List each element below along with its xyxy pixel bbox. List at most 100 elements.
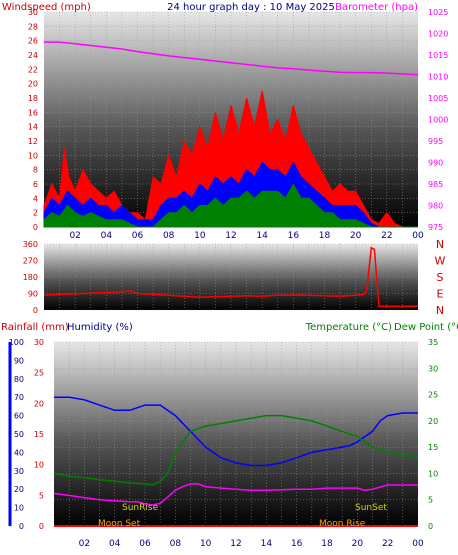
wind-tick-8: 8: [33, 166, 38, 175]
temperature-time-ticks: 02 04 06 08 10 12 14 16 18 20 22 00: [79, 539, 424, 549]
wind-tick-14: 14: [28, 123, 38, 132]
wind-tick-20: 20: [28, 80, 38, 89]
rain-tick-40: 40: [14, 448, 24, 457]
wind-tick-26: 26: [28, 37, 38, 46]
rain-tick-100: 100: [9, 338, 24, 347]
humidity-tick-20: 20: [34, 399, 44, 408]
temperature-tick-35: 35: [428, 338, 438, 347]
humidity-tick-25: 25: [34, 369, 44, 378]
series-temperature: [53, 483, 418, 506]
rain-tick-0: 0: [19, 522, 24, 531]
series-wind_avg: [43, 161, 418, 228]
direction-tick-360: 360: [23, 240, 38, 249]
direction-panel-series: [43, 246, 418, 308]
wind-tick-28: 28: [28, 22, 38, 31]
wind-tick-24: 24: [28, 51, 38, 60]
x-tick-label-12: 12: [230, 539, 241, 549]
barometer-tick-1020: 1020: [428, 30, 448, 39]
rain-tick-80: 80: [14, 375, 24, 384]
x-tick-label-14: 14: [256, 231, 268, 241]
humidity-ticks: 30 25 20 15 10 5 0: [34, 338, 44, 531]
direction-panel-grid: [44, 243, 418, 311]
temperature-tick-15: 15: [428, 443, 438, 452]
barometer-tick-1000: 1000: [428, 116, 448, 125]
x-tick-label-16: 16: [291, 539, 303, 549]
moonset-label: Moon Set: [98, 519, 141, 529]
x-tick-label-10: 10: [200, 539, 212, 549]
barometer-tick-1015: 1015: [428, 51, 448, 60]
wind-tick-12: 12: [28, 137, 38, 146]
x-tick-label-18: 18: [321, 539, 333, 549]
temperature-tick-20: 20: [428, 417, 438, 426]
rain-tick-30: 30: [14, 467, 24, 476]
direction-tick-90: 90: [28, 290, 38, 299]
barometer-tick-1010: 1010: [428, 73, 448, 82]
wind-tick-6: 6: [33, 180, 38, 189]
barometer-axis-label: Barometer (hpa): [335, 2, 418, 13]
wind-tick-10: 10: [28, 151, 38, 160]
barometer-tick-980: 980: [428, 202, 443, 211]
humidity-axis-label: Humidity (%): [67, 322, 133, 333]
humidity-tick-15: 15: [34, 430, 44, 439]
rain-tick-10: 10: [14, 504, 24, 513]
x-tick-label-20: 20: [352, 539, 364, 549]
x-tick-label-04: 04: [109, 539, 121, 549]
temperature-tick-25: 25: [428, 391, 438, 400]
temperature-tick-10: 10: [428, 469, 438, 478]
direction-tick-180: 180: [23, 273, 38, 282]
compass-label-2: S: [437, 271, 444, 284]
humidity-tick-0: 0: [39, 522, 44, 531]
barometer-tick-1025: 1025: [428, 8, 448, 17]
x-tick-label-04: 04: [101, 231, 113, 241]
rain-tick-60: 60: [14, 412, 24, 421]
graph-title: 24 hour graph day : 10 May 2025: [167, 2, 335, 13]
wind-tick-4: 4: [33, 194, 38, 203]
x-tick-label-16: 16: [288, 231, 300, 241]
x-tick-label-06: 06: [139, 539, 151, 549]
humidity-tick-10: 10: [34, 461, 44, 470]
barometer-tick-990: 990: [428, 159, 443, 168]
wind-time-ticks: 02 04 06 08 10 12 14 16 18 20 22 00: [69, 231, 424, 241]
rain-tick-70: 70: [14, 393, 24, 402]
series-dewpoint: [53, 414, 419, 486]
x-tick-label-00: 00: [412, 231, 424, 241]
compass-label-3: E: [437, 288, 444, 301]
barometer-tick-995: 995: [428, 137, 443, 146]
wind-tick-22: 22: [28, 65, 38, 74]
x-tick-label-14: 14: [261, 539, 273, 549]
compass-label-1: W: [435, 255, 446, 268]
wind-axis-label: Windspeed (mph): [2, 2, 91, 13]
series-wind_max: [43, 90, 418, 228]
series-wind_min: [43, 182, 418, 228]
series-barometer: [44, 41, 419, 76]
moonrise-label: Moon Rise: [319, 519, 366, 529]
x-tick-label-08: 08: [163, 231, 175, 241]
wind-tick-18: 18: [28, 94, 38, 103]
direction-degree-ticks: 360 270 180 90 0: [23, 240, 38, 315]
rainfall-axis-label: Rainfall (mm): [1, 322, 69, 333]
wind-tick-0: 0: [33, 223, 38, 232]
x-tick-label-10: 10: [194, 231, 206, 241]
direction-tick-0: 0: [33, 306, 38, 315]
humidity-tick-5: 5: [39, 491, 44, 500]
temperature-tick-30: 30: [428, 364, 438, 373]
temperature-ticks: 35 30 25 20 15 10 5 0: [428, 338, 438, 531]
barometer-tick-1005: 1005: [428, 94, 448, 103]
x-tick-label-08: 08: [170, 539, 182, 549]
temperature-tick-0: 0: [428, 522, 433, 531]
x-tick-label-20: 20: [350, 231, 362, 241]
sunrise-label: SunRise: [122, 503, 159, 513]
temperature-panel-series: [53, 396, 419, 527]
x-tick-label-06: 06: [132, 231, 144, 241]
wind-tick-16: 16: [28, 108, 38, 117]
wind-tick-30: 30: [28, 8, 38, 17]
temperature-axis-label: Temperature (°C): [305, 322, 392, 333]
wind-panel-series: [43, 41, 419, 228]
dewpoint-axis-label: Dew Point (°C): [394, 322, 458, 333]
rain-tick-50: 50: [14, 430, 24, 439]
